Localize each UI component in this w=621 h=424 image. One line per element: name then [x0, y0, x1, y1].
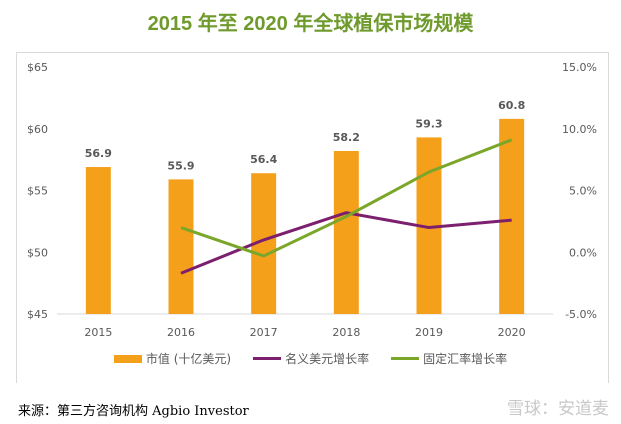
bar-data-label: 56.9 — [85, 147, 112, 160]
legend-swatch — [113, 354, 142, 363]
right-tick-label: 0.0% — [569, 246, 597, 259]
legend-item: 名义美元增长率 — [253, 350, 369, 367]
bar — [333, 150, 359, 314]
left-tick-label: $50 — [27, 246, 48, 259]
legend-label: 名义美元增长率 — [285, 352, 370, 366]
x-tick-label: 2017 — [250, 326, 278, 339]
bar — [499, 118, 525, 315]
x-tick-label: 2016 — [167, 326, 195, 339]
bar-data-label: 58.2 — [333, 131, 360, 144]
chart-frame — [16, 52, 609, 383]
bar-data-label: 56.4 — [250, 153, 277, 166]
x-tick-label: 2018 — [332, 326, 360, 339]
legend-swatch — [253, 357, 282, 360]
bar-data-label: 55.9 — [167, 159, 194, 172]
bar-data-label: 60.8 — [498, 99, 525, 112]
series-line — [180, 138, 513, 258]
legend-item: 市值 (十亿美元) — [113, 350, 232, 367]
legend-label: 固定汇率增长率 — [423, 352, 508, 366]
legend-label: 市值 (十亿美元) — [145, 352, 232, 366]
right-tick-label: 10.0% — [562, 123, 597, 136]
legend-item: 固定汇率增长率 — [391, 350, 507, 367]
left-tick-label: $55 — [27, 185, 48, 198]
chart-title: 2015 年至 2020 年全球植保市场规模 — [147, 13, 474, 35]
legend-swatch — [391, 357, 420, 360]
x-tick-label: 2019 — [415, 326, 443, 339]
left-tick-label: $45 — [27, 308, 48, 321]
watermark: 雪球：安道麦 — [507, 399, 609, 419]
bar — [85, 167, 111, 314]
bar-data-label: 59.3 — [415, 117, 442, 130]
series-line — [180, 211, 512, 275]
left-tick-label: $60 — [27, 123, 48, 136]
x-tick-label: 2020 — [498, 326, 526, 339]
x-tick-label: 2015 — [84, 326, 112, 339]
source-note: 来源：第三方咨询机构 Agbio Investor — [18, 404, 249, 419]
right-tick-label: -5.0% — [565, 308, 597, 321]
right-tick-label: 15.0% — [562, 61, 597, 74]
bar — [168, 179, 194, 314]
legend: 市值 (十亿美元) 名义美元增长率 固定汇率增长率 — [0, 350, 621, 367]
left-tick-label: $65 — [27, 61, 48, 74]
right-tick-label: 5.0% — [569, 185, 597, 198]
